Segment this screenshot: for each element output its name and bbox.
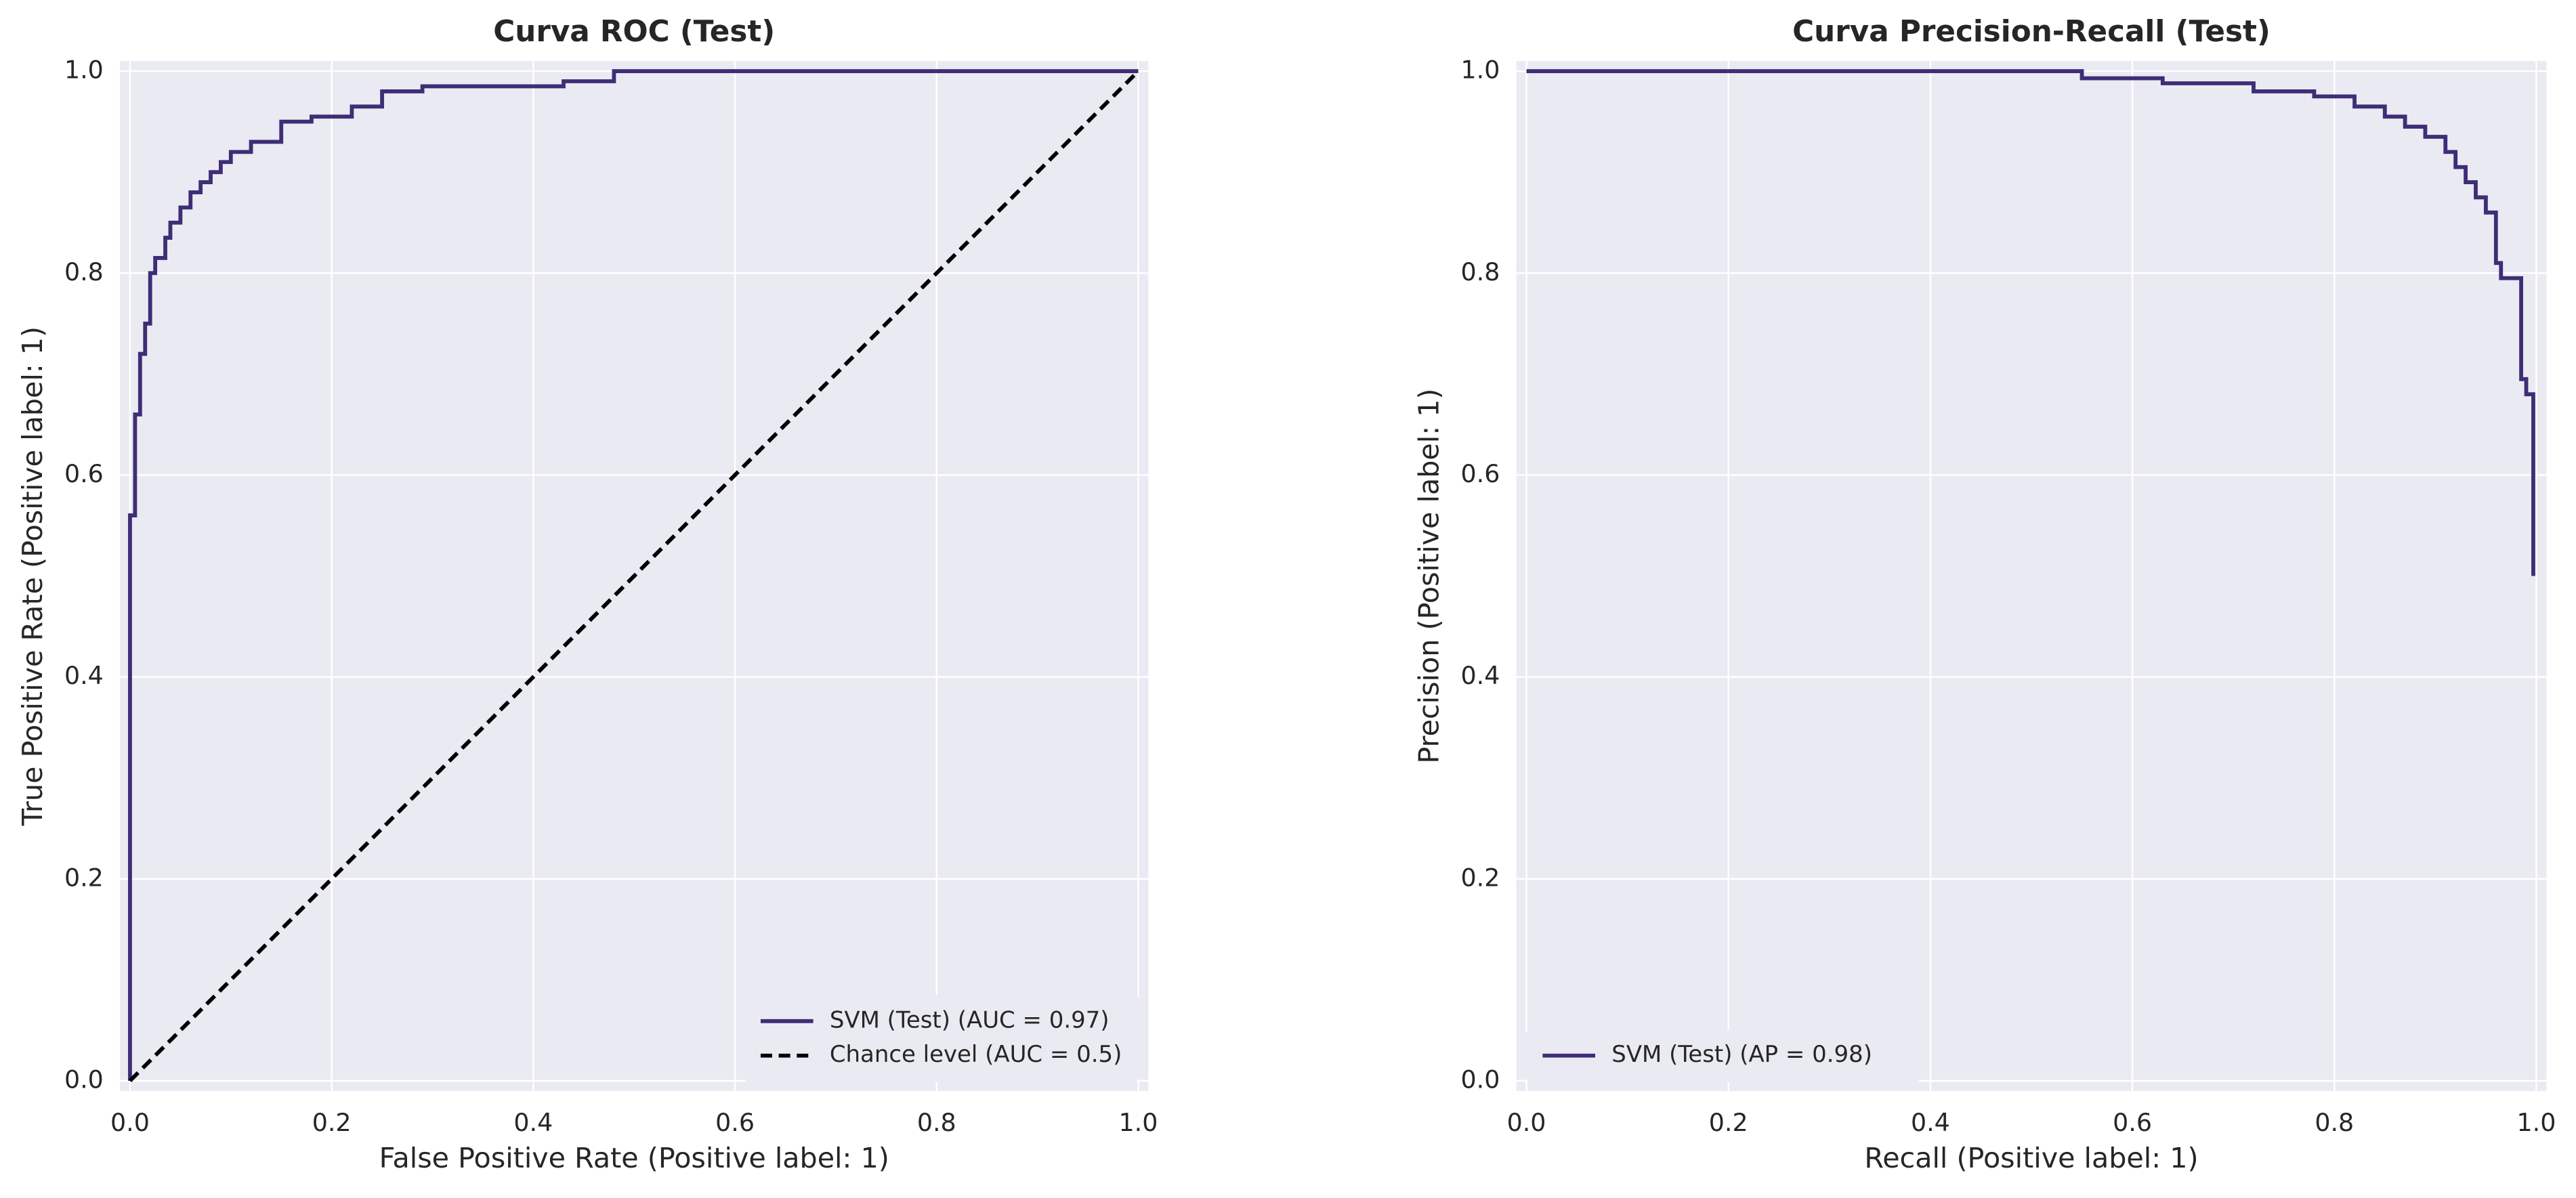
y-tick-label: 0.8: [1461, 257, 1500, 286]
legend-label: SVM (Test) (AUC = 0.97): [830, 1006, 1110, 1033]
x-tick-label: 0.6: [2113, 1108, 2152, 1137]
y-tick-label: 0.2: [64, 863, 104, 892]
legend-box: [1525, 1029, 1922, 1082]
x-tick-label: 0.4: [513, 1108, 553, 1137]
y-axis-label: True Positive Rate (Positive label: 1): [16, 326, 49, 826]
plot-area: [1516, 61, 2547, 1091]
y-tick-label: 0.2: [1461, 863, 1500, 892]
y-tick-label: 0.0: [64, 1065, 104, 1094]
x-tick-label: 0.8: [2315, 1108, 2354, 1137]
y-axis-label: Precision (Positive label: 1): [1413, 389, 1445, 764]
y-tick-label: 0.6: [64, 459, 104, 488]
x-tick-label: 1.0: [1119, 1108, 1158, 1137]
legend: SVM (Test) (AUC = 0.97) Chance level (AUC…: [743, 995, 1140, 1082]
legend-label: Chance level (AUC = 0.5): [830, 1041, 1122, 1068]
curve: [128, 69, 1139, 1081]
x-tick-label: 0.2: [312, 1108, 352, 1137]
legend-box: [743, 995, 1140, 1082]
x-tick-label: 0.8: [917, 1108, 956, 1137]
curve: [1526, 69, 2535, 576]
y-tick-label: 0.4: [1461, 661, 1500, 690]
x-tick-label: 0.2: [1709, 1108, 1748, 1137]
y-tick-label: 1.0: [64, 56, 104, 85]
x-tick-label: 1.0: [2517, 1108, 2556, 1137]
x-tick-label: 0.4: [1911, 1108, 1950, 1137]
x-tick-label: 0.0: [1507, 1108, 1546, 1137]
legend: SVM (Test) (AP = 0.98): [1525, 1029, 1922, 1082]
x-tick-label: 0.6: [715, 1108, 755, 1137]
chart-title: Curva Precision-Recall (Test): [1792, 14, 2271, 49]
x-tick-label: 0.0: [110, 1108, 150, 1137]
x-axis-label: False Positive Rate (Positive label: 1): [379, 1142, 889, 1174]
y-tick-label: 0.8: [64, 257, 104, 286]
y-tick-label: 1.0: [1461, 56, 1500, 85]
x-axis-label: Recall (Positive label: 1): [1864, 1142, 2198, 1174]
y-tick-label: 0.0: [1461, 1065, 1500, 1094]
y-tick-label: 0.4: [64, 661, 104, 690]
legend-label: SVM (Test) (AP = 0.98): [1611, 1041, 1872, 1068]
chart-title: Curva ROC (Test): [493, 14, 775, 49]
curve: [128, 70, 1140, 1083]
y-tick-label: 0.6: [1461, 459, 1500, 488]
